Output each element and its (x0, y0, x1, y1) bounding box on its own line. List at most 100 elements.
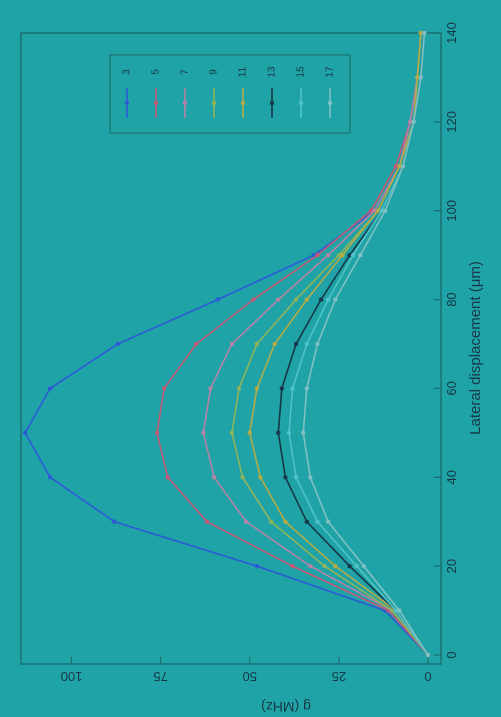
data-point (229, 430, 235, 436)
data-point (215, 297, 220, 302)
data-point (333, 297, 338, 302)
legend-label: 17 (325, 66, 336, 78)
data-point (22, 430, 28, 436)
x-tick-label: 60 (444, 381, 459, 395)
data-point (254, 386, 260, 391)
data-point (315, 341, 320, 347)
data-point (322, 563, 327, 569)
y-tick-label: 75 (153, 669, 167, 684)
data-point (418, 75, 424, 80)
data-point (315, 252, 320, 258)
data-point (293, 475, 299, 480)
data-point (304, 297, 309, 302)
data-point (347, 252, 352, 258)
data-point (361, 563, 367, 569)
data-point (411, 119, 416, 125)
data-point (301, 430, 306, 436)
data-point (258, 475, 263, 480)
data-point (276, 297, 281, 302)
data-point (254, 341, 260, 347)
data-point (375, 208, 381, 213)
legend-marker (211, 100, 217, 106)
data-point (112, 519, 117, 524)
data-point (325, 297, 331, 302)
data-point (315, 519, 320, 524)
data-point (272, 341, 277, 347)
data-point (194, 341, 199, 347)
legend-label: 13 (267, 66, 278, 78)
data-point (308, 475, 313, 480)
x-tick-label: 20 (444, 559, 459, 573)
series-line-15 (288, 32, 429, 656)
legend-marker (327, 100, 333, 106)
data-point (47, 386, 53, 391)
legend-label: 5 (151, 69, 162, 75)
data-point (379, 208, 384, 213)
data-point (251, 297, 256, 302)
data-point (393, 608, 399, 613)
data-point (418, 30, 424, 36)
data-point (290, 563, 295, 569)
data-point (333, 563, 338, 569)
data-point (47, 475, 53, 480)
legend-label: 15 (296, 66, 307, 78)
y-tick-label: 100 (61, 669, 83, 684)
data-point (422, 30, 427, 36)
legend-label: 11 (238, 66, 249, 77)
data-point (350, 252, 356, 258)
data-point (400, 164, 406, 169)
x-tick-label: 100 (444, 200, 459, 222)
data-point (290, 386, 295, 391)
data-point (383, 208, 388, 213)
data-point (340, 252, 345, 258)
data-point (325, 519, 331, 524)
legend-marker (182, 100, 188, 106)
data-point (358, 252, 363, 258)
series-line-3 (24, 32, 429, 656)
data-point (397, 164, 402, 169)
data-point (229, 341, 235, 347)
data-point (368, 208, 374, 213)
y-tick-label: 0 (424, 669, 431, 684)
legend-marker (153, 100, 159, 106)
data-point (276, 430, 281, 436)
data-point (293, 341, 299, 347)
data-point (354, 563, 359, 569)
data-point (304, 341, 309, 347)
plot-frame (20, 32, 442, 665)
data-point (201, 430, 206, 436)
data-point (161, 386, 167, 391)
data-point (254, 563, 260, 569)
data-point (407, 119, 413, 125)
y-tick-label: 25 (332, 669, 346, 684)
y-axis-label: g (MHz) (261, 699, 311, 715)
data-point (336, 252, 342, 258)
legend-marker (124, 100, 130, 106)
legend-box (109, 54, 351, 134)
data-point (165, 475, 170, 480)
data-point (208, 386, 213, 391)
data-point (115, 341, 121, 347)
series-layer (22, 30, 431, 658)
data-point (308, 563, 313, 569)
legend-marker (240, 100, 246, 106)
data-point (154, 430, 160, 436)
legend: 3 5 7 9 11 13 15 17 (109, 54, 351, 134)
data-point (204, 519, 210, 524)
data-point (268, 519, 274, 524)
data-point (283, 519, 288, 524)
data-point (293, 297, 299, 302)
legend-marker (269, 100, 275, 106)
data-point (240, 475, 245, 480)
data-point (415, 75, 420, 80)
x-tick-label: 40 (444, 470, 459, 484)
data-point (318, 297, 324, 302)
x-tick-label: 80 (444, 292, 459, 306)
data-point (347, 563, 352, 569)
legend-label: 9 (209, 69, 220, 75)
data-point (304, 519, 309, 524)
data-point (211, 475, 217, 480)
data-point (286, 430, 292, 436)
data-point (325, 252, 331, 258)
